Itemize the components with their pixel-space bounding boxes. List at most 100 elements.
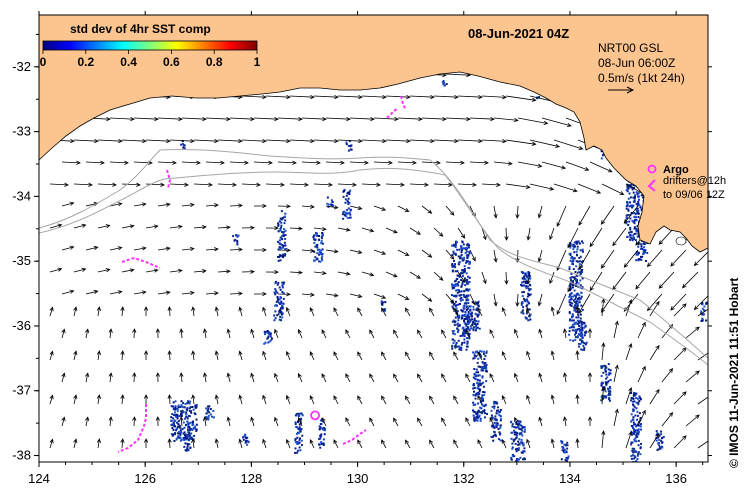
sst-pixel [481,375,484,378]
sst-pixel [281,291,284,293]
sst-pixel [634,437,637,440]
sst-pixel [522,309,524,312]
current-arrow [385,182,405,187]
map-frame [38,14,709,463]
current-arrow [409,227,421,235]
current-arrow [550,306,555,317]
current-arrow [217,269,231,274]
sst-pixel [463,341,466,344]
sst-pixel [453,295,455,298]
sst-pixel [478,389,481,392]
sst-pixel [456,310,459,313]
sst-pixel [483,405,486,408]
sst-pixel [316,249,319,251]
shelf-contour [39,148,708,359]
sst-pixel [640,194,643,197]
sst-pixel [490,435,493,438]
sst-pixel [517,423,520,426]
sst-pixel [284,248,287,251]
sst-pixel [195,418,198,421]
current-arrow [589,227,603,248]
info-model: NRT00 GSL [598,41,663,55]
sst-pixel [705,302,708,305]
current-arrow [649,300,660,317]
sst-pixel [517,420,520,423]
sst-pixel [279,247,282,250]
sst-pixel [348,212,351,215]
sst-pixel [639,206,642,209]
sst-pixel [273,291,276,294]
sst-pixel [513,429,516,432]
sst-pixel [465,308,468,311]
sst-pixel [189,406,192,409]
sst-pixel [473,354,476,357]
sst-pixel [298,439,301,442]
sst-pixel [475,325,478,328]
sst-pixel [518,438,521,441]
sst-pixel [179,429,182,432]
sst-pixel [187,426,189,429]
sst-pixel [453,330,455,333]
sst-pixel [576,335,579,338]
sst-pixel [526,295,529,298]
sst-pixel [189,429,192,432]
sst-pixel [297,449,300,452]
sst-pixel [579,272,582,275]
current-arrow [575,438,580,449]
sst-pixel [517,440,520,443]
sst-pixel [482,381,485,384]
current-arrow [313,270,327,276]
sst-pixel [521,434,524,437]
sst-pixel [572,244,575,247]
sst-pixel [464,310,467,313]
current-arrow [433,94,459,100]
sst-pixel [268,331,271,334]
sst-pixel [569,254,572,257]
current-arrow [493,161,513,166]
sst-pixel [625,222,628,225]
sst-pixel [609,386,611,388]
sst-pixel [296,442,299,445]
current-arrow [325,293,339,298]
sst-pixel [195,405,198,408]
current-arrow [274,416,279,427]
sst-pixel [581,326,584,329]
land-mass [39,15,708,253]
sst-pixel [466,342,469,345]
sst-pixel [528,289,531,292]
sst-pixel [476,382,479,385]
sst-pixel [583,326,586,329]
sst-pixel [576,300,579,303]
current-arrow [262,394,267,405]
sst-pixel [496,402,499,405]
sst-pixel [280,313,283,316]
sst-pixel [640,243,643,246]
argo-float-marker[interactable] [310,410,320,421]
current-arrow [191,306,196,317]
sst-pixel [515,448,517,451]
sst-pixel [483,409,486,412]
sst-pixel [472,376,475,379]
sst-pixel [277,248,280,251]
sst-pixel [521,291,524,294]
sst-pixel [192,408,195,411]
sst-pixel [457,289,460,292]
sst-pixel [176,417,179,420]
sst-pixel [191,428,194,431]
sst-pixel [528,277,531,280]
sst-pixel [574,306,577,309]
sst-pixel [322,427,325,429]
sst-pixel [174,400,177,403]
current-arrow [226,328,231,339]
current-arrow [529,139,561,148]
sst-pixel [701,317,704,320]
sst-pixel [298,446,301,449]
sst-pixel [473,372,476,375]
sst-pixel [173,419,176,422]
sst-pixel [630,183,633,186]
current-arrow [661,367,674,383]
sst-pixel [480,399,483,402]
current-arrow [646,249,663,268]
sst-pixel [326,196,329,199]
sst-pixel [468,281,471,283]
